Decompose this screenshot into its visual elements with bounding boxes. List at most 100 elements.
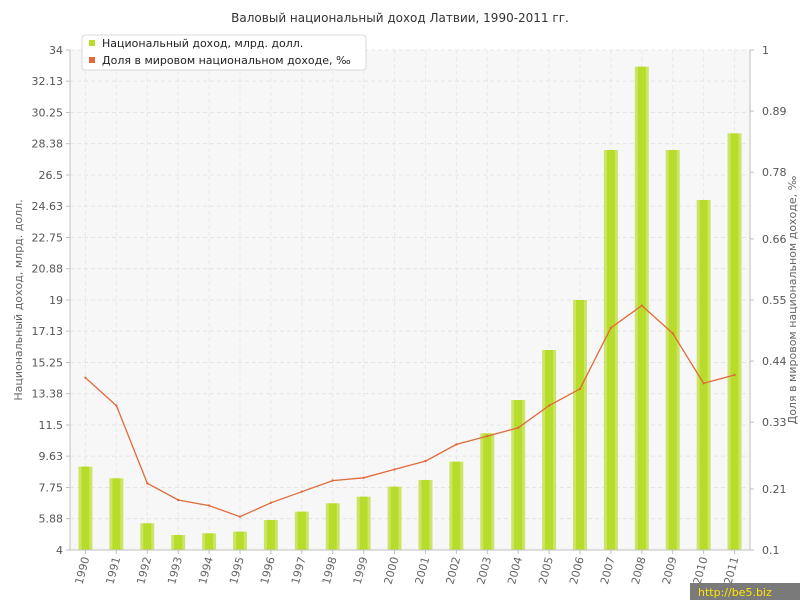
- left-tick-label: 15.25: [32, 357, 64, 370]
- watermark-background: [690, 583, 800, 600]
- bar-highlight: [699, 200, 708, 550]
- legend-label-income[interactable]: Национальный доход, млрд. долл.: [102, 37, 303, 50]
- bar[interactable]: [480, 433, 495, 550]
- bar[interactable]: [665, 150, 680, 550]
- line-point[interactable]: [516, 426, 520, 429]
- line-point[interactable]: [547, 404, 551, 407]
- left-tick-label: 7.75: [39, 482, 64, 495]
- line-point[interactable]: [331, 479, 334, 482]
- left-axis-title: Национальный доход, млрд. долл.: [12, 199, 25, 400]
- left-tick-label: 9.63: [39, 450, 64, 463]
- line-point[interactable]: [424, 459, 427, 463]
- bar-highlight: [143, 523, 152, 550]
- bar[interactable]: [418, 480, 433, 550]
- line-point[interactable]: [486, 434, 489, 438]
- line-point[interactable]: [578, 387, 582, 391]
- right-tick-label: 0.78: [762, 166, 787, 179]
- bar[interactable]: [140, 523, 155, 550]
- line-point[interactable]: [146, 482, 149, 485]
- right-tick-label: 0.44: [762, 355, 787, 368]
- left-tick-label: 26.5: [39, 169, 64, 182]
- left-tick-label: 17.13: [32, 325, 64, 338]
- bar[interactable]: [356, 496, 371, 550]
- right-tick-label: 0.21: [762, 483, 787, 496]
- bar[interactable]: [78, 466, 93, 550]
- bar-highlight: [637, 66, 646, 551]
- left-tick-label: 32.13: [32, 75, 64, 88]
- line-series: [84, 304, 736, 518]
- left-tick-label: 19: [49, 294, 63, 307]
- line-point[interactable]: [269, 501, 273, 504]
- bar-highlight: [359, 496, 368, 550]
- left-tick-label: 13.38: [32, 388, 64, 401]
- line-point[interactable]: [362, 476, 365, 479]
- legend-box: [81, 34, 367, 71]
- left-tick-label: 11.5: [39, 419, 64, 432]
- bar-highlight: [390, 486, 399, 550]
- bar[interactable]: [449, 461, 464, 550]
- left-tick-label: 22.75: [32, 232, 64, 245]
- bar-highlight: [266, 520, 275, 550]
- left-axis-ticks: 4 5.88 7.75 9.63 11.5 13.38 15.25 17.13 19 20.88 2…: [32, 44, 70, 557]
- bar[interactable]: [263, 520, 278, 550]
- legend-swatch-income: [89, 40, 95, 46]
- watermark[interactable]: http://be5.biz: [698, 586, 772, 599]
- right-tick-label: 0.89: [762, 105, 787, 118]
- bar[interactable]: [109, 478, 124, 550]
- left-tick-label: 24.63: [32, 200, 64, 213]
- left-tick-label: 30.25: [32, 107, 64, 120]
- bar-highlight: [576, 300, 584, 550]
- line-point[interactable]: [238, 515, 242, 518]
- right-axis-ticks: 0.1 0.21 0.33 0.44 0.55 0.66 0.78 0.89 1: [750, 44, 787, 557]
- right-tick-label: 1: [762, 44, 769, 57]
- bar[interactable]: [696, 200, 711, 550]
- left-tick-label: 28.38: [32, 138, 64, 151]
- line-point[interactable]: [84, 376, 87, 379]
- bar-series: [78, 66, 742, 551]
- bar-highlight: [112, 478, 121, 550]
- bar-highlight: [174, 535, 183, 550]
- bar-highlight: [730, 133, 739, 551]
- right-tick-label: 0.66: [762, 233, 787, 246]
- bar[interactable]: [727, 133, 742, 551]
- bar[interactable]: [202, 533, 217, 550]
- right-tick-label: 0.33: [762, 416, 787, 429]
- bar[interactable]: [511, 400, 526, 550]
- bar-highlight: [452, 461, 461, 550]
- line-point[interactable]: [702, 382, 705, 385]
- line-point[interactable]: [393, 468, 396, 471]
- bar[interactable]: [542, 350, 557, 550]
- bar[interactable]: [573, 300, 587, 550]
- right-tick-label: 0.1: [762, 544, 780, 557]
- line-point[interactable]: [733, 373, 736, 377]
- bar-highlight: [421, 480, 430, 550]
- bar[interactable]: [603, 150, 618, 550]
- line-point[interactable]: [300, 490, 304, 493]
- left-tick-label: 20.88: [32, 263, 64, 276]
- line-point[interactable]: [176, 498, 180, 502]
- bar-highlight: [606, 150, 615, 550]
- bar-highlight: [81, 466, 90, 550]
- left-tick-label: 5.88: [39, 513, 64, 526]
- legend[interactable]: Национальный доход, млрд. долл. Доля в м…: [81, 34, 367, 71]
- left-tick-label: 34: [49, 44, 63, 57]
- bar[interactable]: [294, 511, 309, 550]
- chart-title: Валовый национальный доход Латвии, 1990-…: [231, 11, 569, 25]
- line-point[interactable]: [207, 504, 211, 507]
- legend-label-share[interactable]: Доля в мировом национальном доходе, ‰: [102, 54, 351, 67]
- bar[interactable]: [634, 66, 649, 551]
- bar[interactable]: [387, 486, 402, 550]
- bar-highlight: [483, 433, 492, 550]
- legend-swatch-share: [89, 57, 95, 63]
- bar-highlight: [545, 350, 554, 550]
- bar[interactable]: [171, 535, 186, 550]
- bar[interactable]: [233, 531, 247, 550]
- line-point[interactable]: [609, 326, 613, 329]
- line-point[interactable]: [115, 404, 118, 407]
- bar[interactable]: [325, 503, 340, 550]
- line-point[interactable]: [455, 443, 458, 446]
- line-point[interactable]: [640, 304, 644, 307]
- share-line[interactable]: [85, 304, 735, 518]
- line-point[interactable]: [671, 332, 674, 335]
